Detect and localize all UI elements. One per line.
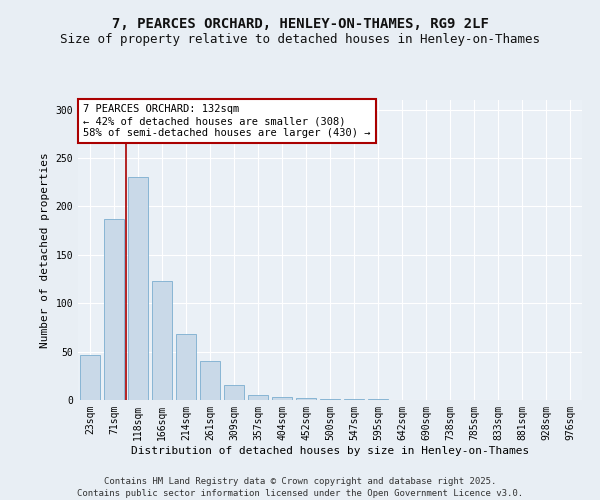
Bar [344,399,364,400]
Text: 7 PEARCES ORCHARD: 132sqm
← 42% of detached houses are smaller (308)
58% of semi: 7 PEARCES ORCHARD: 132sqm ← 42% of detac… [83,104,371,138]
Bar [368,399,388,400]
Bar [104,219,124,400]
Bar [296,398,316,400]
Text: 7, PEARCES ORCHARD, HENLEY-ON-THAMES, RG9 2LF: 7, PEARCES ORCHARD, HENLEY-ON-THAMES, RG… [112,18,488,32]
Y-axis label: Number of detached properties: Number of detached properties [40,152,50,348]
Bar [320,399,340,400]
Bar [272,397,292,400]
Bar [200,362,220,400]
Bar [152,281,172,400]
X-axis label: Distribution of detached houses by size in Henley-on-Thames: Distribution of detached houses by size … [131,446,529,456]
Bar [176,334,196,400]
Bar [128,178,148,400]
Text: Contains HM Land Registry data © Crown copyright and database right 2025.
Contai: Contains HM Land Registry data © Crown c… [77,476,523,498]
Bar [224,386,244,400]
Bar [80,354,100,400]
Bar [248,395,268,400]
Text: Size of property relative to detached houses in Henley-on-Thames: Size of property relative to detached ho… [60,32,540,46]
